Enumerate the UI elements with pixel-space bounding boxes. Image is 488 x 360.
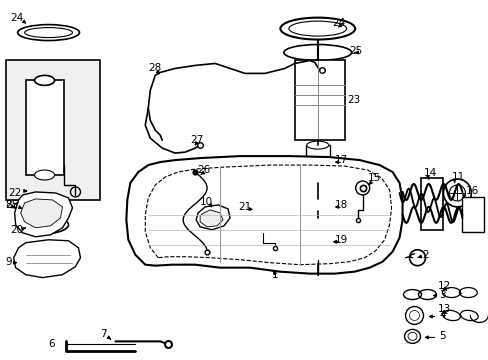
Polygon shape bbox=[196, 205, 229, 230]
Text: 18: 18 bbox=[334, 200, 347, 210]
Text: 10: 10 bbox=[200, 197, 213, 207]
Polygon shape bbox=[14, 240, 81, 278]
Text: 23: 23 bbox=[347, 95, 360, 105]
Bar bbox=[299, 200, 311, 210]
Bar bbox=[25, 80, 63, 175]
Text: 24: 24 bbox=[332, 18, 346, 28]
Text: 17: 17 bbox=[334, 155, 347, 165]
Text: 25: 25 bbox=[6, 200, 19, 210]
Text: 21: 21 bbox=[238, 202, 251, 212]
Ellipse shape bbox=[307, 252, 327, 260]
Text: 27: 27 bbox=[190, 135, 203, 145]
Ellipse shape bbox=[35, 170, 55, 180]
Text: 1: 1 bbox=[271, 270, 278, 280]
Ellipse shape bbox=[258, 202, 267, 207]
Text: 20: 20 bbox=[11, 225, 24, 235]
Text: 15: 15 bbox=[367, 173, 380, 183]
Text: 9: 9 bbox=[6, 257, 12, 267]
Bar bbox=[462, 197, 483, 232]
Ellipse shape bbox=[35, 75, 55, 85]
Ellipse shape bbox=[307, 214, 327, 222]
Bar bbox=[325, 200, 337, 210]
Text: 19: 19 bbox=[334, 235, 347, 245]
Text: 7: 7 bbox=[100, 329, 107, 339]
Text: 13: 13 bbox=[437, 305, 450, 315]
Text: 26: 26 bbox=[197, 165, 210, 175]
Text: 22: 22 bbox=[9, 188, 22, 198]
Text: 25: 25 bbox=[349, 45, 362, 55]
Ellipse shape bbox=[306, 179, 328, 187]
Text: 2: 2 bbox=[422, 250, 428, 260]
Text: 8: 8 bbox=[6, 200, 12, 210]
Bar bbox=[258, 205, 267, 233]
Polygon shape bbox=[15, 192, 72, 237]
Polygon shape bbox=[126, 156, 402, 274]
Circle shape bbox=[408, 250, 425, 266]
Polygon shape bbox=[200, 210, 223, 227]
Polygon shape bbox=[20, 199, 62, 228]
Text: 5: 5 bbox=[439, 332, 445, 341]
Bar bbox=[6, 60, 100, 200]
Text: 11: 11 bbox=[450, 172, 464, 182]
Text: 4: 4 bbox=[439, 310, 445, 320]
Bar bbox=[305, 145, 329, 183]
Text: 3: 3 bbox=[439, 289, 445, 300]
Text: 28: 28 bbox=[148, 63, 161, 73]
Text: 16: 16 bbox=[465, 186, 478, 196]
Bar bbox=[421, 178, 443, 230]
Bar bbox=[307, 218, 327, 256]
Text: 24: 24 bbox=[11, 13, 24, 23]
Bar bbox=[294, 60, 344, 140]
Ellipse shape bbox=[306, 141, 328, 149]
Text: 6: 6 bbox=[48, 339, 55, 349]
Text: 12: 12 bbox=[437, 280, 450, 291]
Text: 14: 14 bbox=[423, 168, 436, 178]
